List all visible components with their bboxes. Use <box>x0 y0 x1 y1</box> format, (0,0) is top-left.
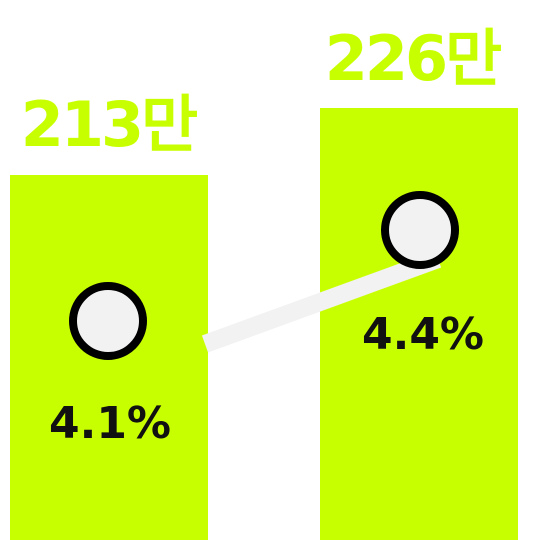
rate-marker-2 <box>381 191 459 269</box>
rate-line-segment <box>201 250 442 353</box>
rate-label-2: 4.4% <box>362 309 484 360</box>
bar-value-label-2: 226만 <box>325 22 501 95</box>
bar-2 <box>320 108 518 540</box>
bar-value-label-1: 213만 <box>21 88 197 161</box>
rate-marker-1 <box>69 282 147 360</box>
rate-label-1: 4.1% <box>49 398 171 449</box>
